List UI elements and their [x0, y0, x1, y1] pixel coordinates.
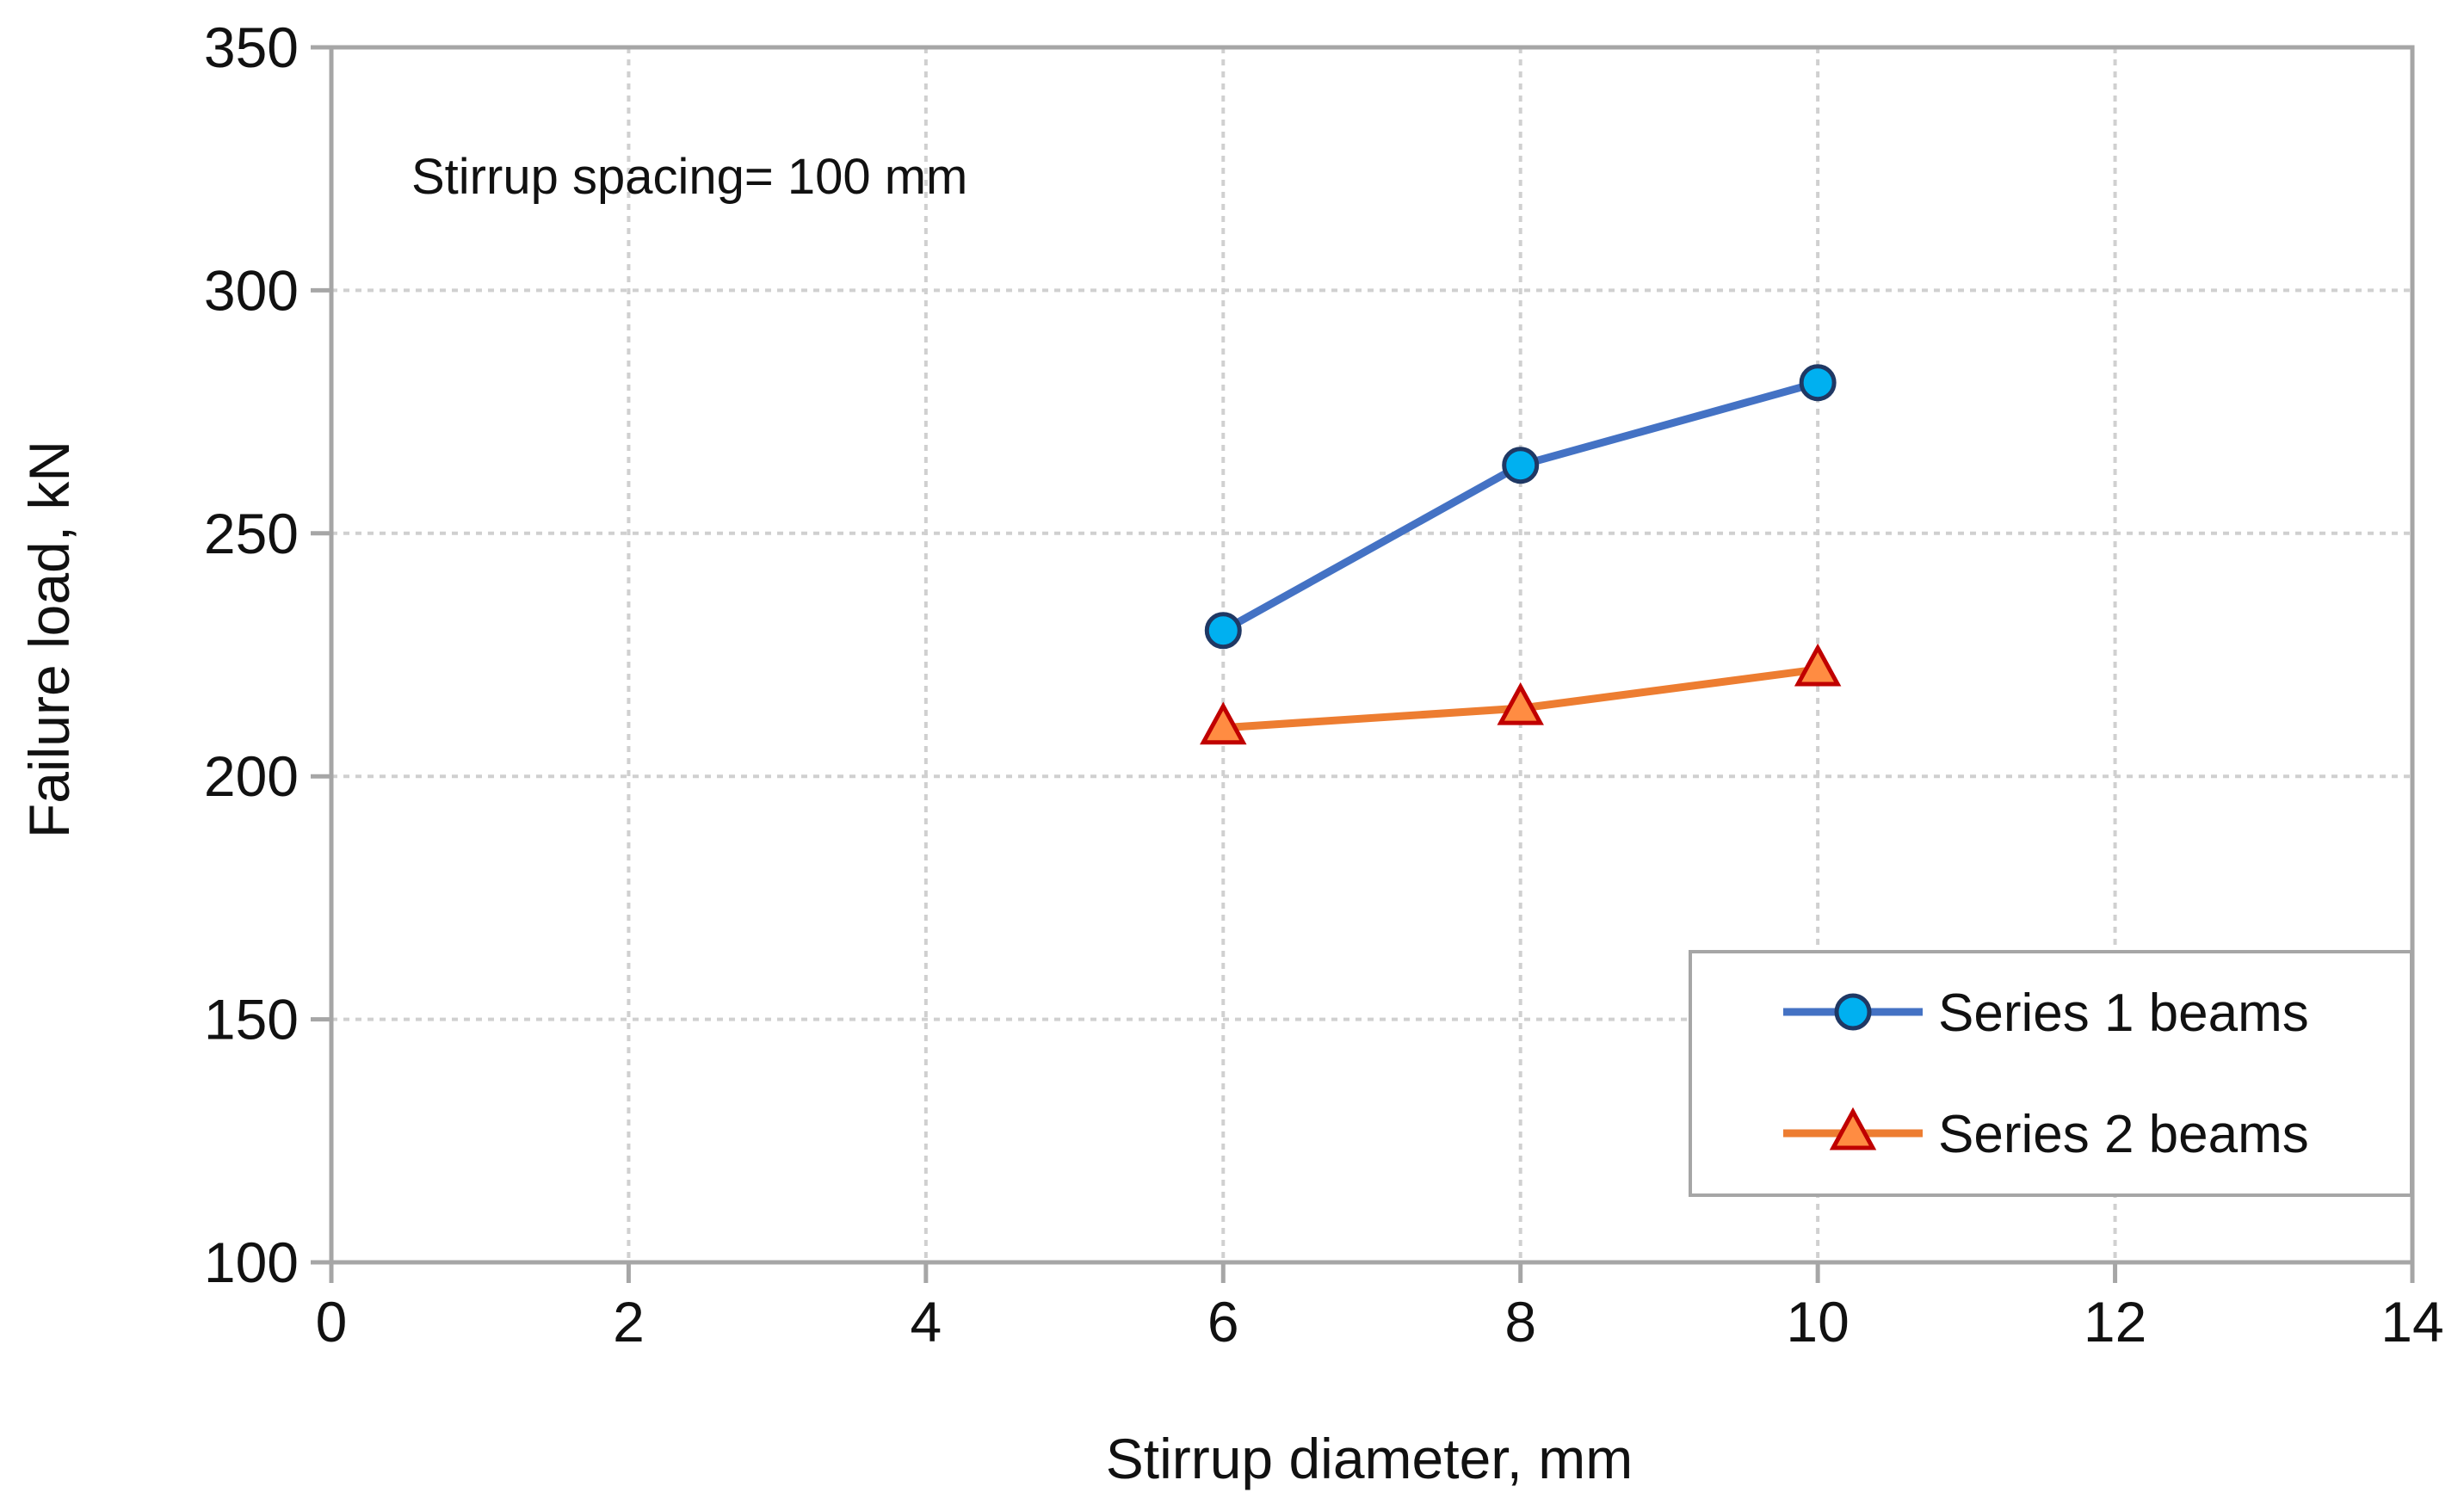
data-point	[1502, 447, 1540, 484]
data-point	[1200, 701, 1247, 745]
y-tick-label: 250	[204, 502, 299, 565]
y-tick-label: 300	[204, 258, 299, 322]
legend-item: Series 2 beams	[1783, 1105, 2309, 1164]
data-point	[1497, 681, 1544, 725]
y-tick-label: 150	[204, 988, 299, 1052]
legend-label: Series 1 beams	[1938, 984, 2309, 1043]
y-tick-label: 100	[204, 1230, 299, 1294]
y-axis-label: Failure load, kN	[17, 441, 81, 838]
x-tick-label: 2	[613, 1290, 645, 1354]
series-1	[1204, 364, 1837, 650]
chart-annotation: Stirrup spacing= 100 mm	[411, 149, 967, 205]
axes	[311, 45, 2415, 1283]
legend-marker	[1834, 993, 1872, 1031]
x-tick-label: 12	[2084, 1290, 2146, 1354]
data-point	[1794, 643, 1842, 687]
y-tick-label: 350	[204, 15, 299, 79]
x-tick-label: 8	[1504, 1290, 1536, 1354]
x-tick-label: 6	[1207, 1290, 1239, 1354]
data-point	[1204, 612, 1242, 650]
plot-frame	[329, 45, 2415, 1265]
x-axis-label: Stirrup diameter, mm	[1106, 1427, 1633, 1490]
legend-marker	[1829, 1107, 1877, 1150]
series-2	[1200, 643, 1842, 745]
data-point	[1799, 364, 1837, 402]
tick-labels: 0 2 4 6 8 10 12 14 100 150 200 250 300 350	[204, 15, 2444, 1354]
legend: Series 1 beams Series 2 beams	[1689, 950, 2413, 1197]
legend-item: Series 1 beams	[1783, 984, 2309, 1043]
legend-label: Series 2 beams	[1938, 1105, 2309, 1164]
x-tick-label: 10	[1786, 1290, 1849, 1354]
x-tick-label: 4	[910, 1290, 942, 1354]
series	[1200, 364, 1842, 745]
y-tick-label: 200	[204, 744, 299, 808]
x-tick-label: 0	[316, 1290, 348, 1354]
x-tick-label: 14	[2381, 1290, 2443, 1354]
legend-box	[1689, 950, 2413, 1197]
